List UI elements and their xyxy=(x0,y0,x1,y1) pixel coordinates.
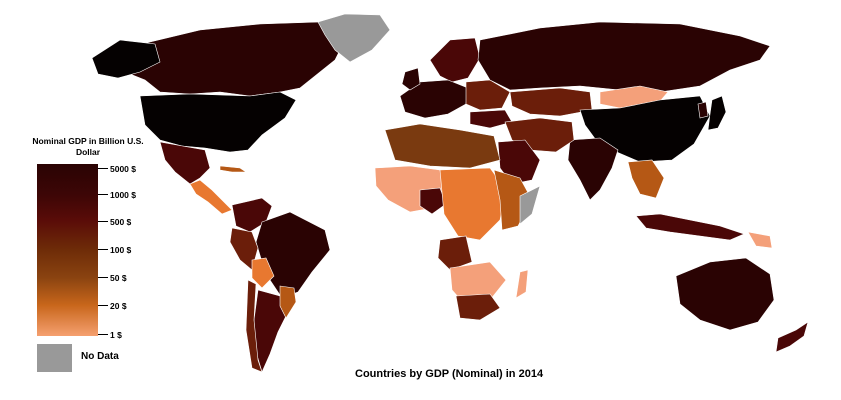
south-africa xyxy=(455,293,501,321)
madagascar xyxy=(515,269,529,299)
somalia xyxy=(519,185,541,225)
canada xyxy=(109,21,346,97)
legend-tick-label: 500 $ xyxy=(110,217,132,227)
legend-tick xyxy=(98,168,108,169)
alaska xyxy=(91,39,161,79)
legend-tick-label: 100 $ xyxy=(110,245,132,255)
legend-tick xyxy=(98,334,108,335)
angola xyxy=(437,235,473,271)
legend-tick-label: 5000 $ xyxy=(110,164,136,174)
legend-tick xyxy=(98,249,108,250)
india xyxy=(567,137,619,201)
china xyxy=(579,95,711,163)
uk xyxy=(401,67,421,91)
chile xyxy=(245,279,263,373)
korea xyxy=(697,101,709,119)
turkey xyxy=(469,109,513,129)
map-title: Countries by GDP (Nominal) in 2014 xyxy=(355,368,544,380)
nigeria xyxy=(419,187,447,215)
mexico xyxy=(159,141,211,185)
bolivia xyxy=(251,257,275,289)
legend-tick-label: 1000 $ xyxy=(110,190,136,200)
legend-tick-label: 20 $ xyxy=(110,301,127,311)
legend-tick-label: 1 $ xyxy=(110,330,122,340)
australia xyxy=(675,257,775,331)
legend-tick xyxy=(98,221,108,222)
greenland xyxy=(317,13,391,63)
japan xyxy=(707,95,727,131)
paraguay-uruguay xyxy=(279,285,297,319)
legend-tick xyxy=(98,305,108,306)
new-zealand xyxy=(775,321,809,353)
legend-tick xyxy=(98,277,108,278)
north-africa xyxy=(384,123,501,169)
legend-tick-label: 50 $ xyxy=(110,273,127,283)
scandinavia xyxy=(429,37,481,83)
indonesia xyxy=(635,213,745,241)
russia xyxy=(477,21,771,93)
kazakhstan-central-asia xyxy=(509,87,593,117)
png xyxy=(747,231,773,249)
legend-tick xyxy=(98,194,108,195)
legend-color-scale xyxy=(37,164,98,336)
central-africa xyxy=(439,167,507,241)
brazil xyxy=(255,211,331,299)
usa xyxy=(139,91,297,153)
saudi-arabia xyxy=(497,139,541,185)
no-data-label: No Data xyxy=(81,351,119,362)
southeast-asia xyxy=(627,159,665,199)
no-data-swatch xyxy=(37,344,72,372)
legend-title: Nominal GDP in Billion U.S. Dollar xyxy=(32,136,144,157)
central-america xyxy=(189,179,233,215)
cuba xyxy=(219,165,247,173)
